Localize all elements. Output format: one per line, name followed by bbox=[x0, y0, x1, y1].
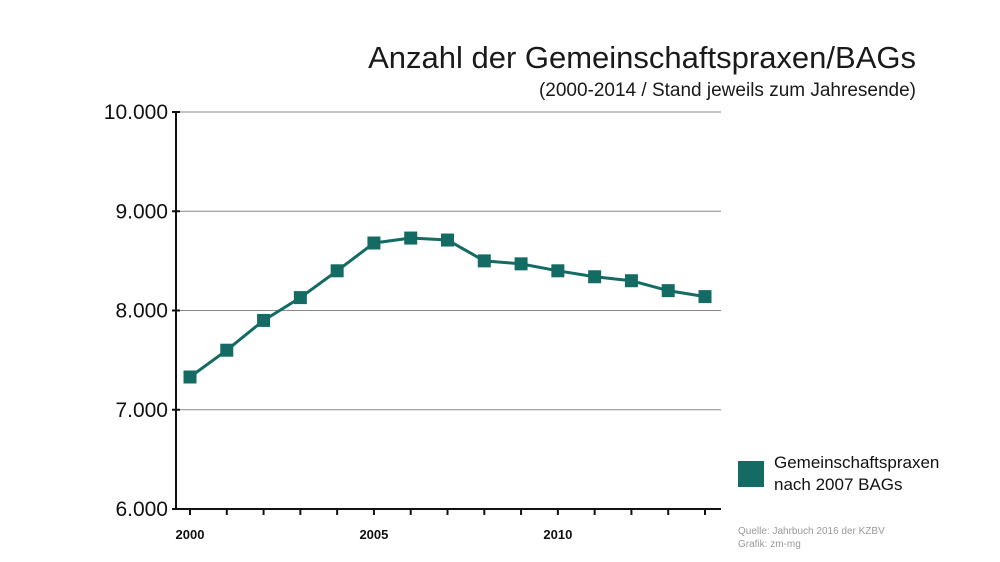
y-tick-label: 9.000 bbox=[115, 200, 168, 223]
source-note: Quelle: Jahrbuch 2016 der KZBV Grafik: z… bbox=[738, 525, 885, 551]
data-point bbox=[183, 370, 197, 384]
data-point bbox=[367, 236, 381, 250]
data-point bbox=[661, 284, 675, 298]
data-point bbox=[624, 274, 638, 288]
x-tick-label: 2005 bbox=[359, 527, 388, 542]
data-point bbox=[698, 290, 712, 304]
credit-line: Grafik: zm-mg bbox=[738, 539, 801, 550]
legend-swatch bbox=[738, 461, 764, 487]
data-point bbox=[441, 233, 454, 247]
legend-label: Gemeinschaftspraxen nach 2007 BAGs bbox=[774, 453, 940, 494]
data-point bbox=[220, 343, 234, 357]
data-point bbox=[551, 264, 565, 278]
chart-title: Anzahl der Gemeinschaftspraxen/BAGs bbox=[368, 40, 916, 75]
legend: Gemeinschaftspraxen nach 2007 BAGs bbox=[738, 452, 964, 496]
source-line: Quelle: Jahrbuch 2016 der KZBV bbox=[738, 526, 885, 537]
data-point bbox=[293, 291, 307, 305]
x-tick-label: 2010 bbox=[543, 527, 572, 542]
data-point bbox=[404, 231, 418, 245]
data-point bbox=[257, 313, 271, 327]
series-line bbox=[189, 236, 706, 379]
y-tick-label: 10.000 bbox=[104, 101, 168, 124]
y-tick-label: 7.000 bbox=[115, 399, 168, 422]
x-tick-label: 2000 bbox=[176, 527, 205, 542]
data-point bbox=[588, 270, 602, 284]
chart-subtitle: (2000-2014 / Stand jeweils zum Jahresend… bbox=[538, 80, 916, 101]
y-tick-label: 8.000 bbox=[115, 300, 168, 323]
data-point bbox=[477, 254, 491, 268]
data-point bbox=[514, 257, 528, 271]
y-tick-label: 6.000 bbox=[115, 498, 168, 521]
data-point bbox=[330, 264, 344, 278]
